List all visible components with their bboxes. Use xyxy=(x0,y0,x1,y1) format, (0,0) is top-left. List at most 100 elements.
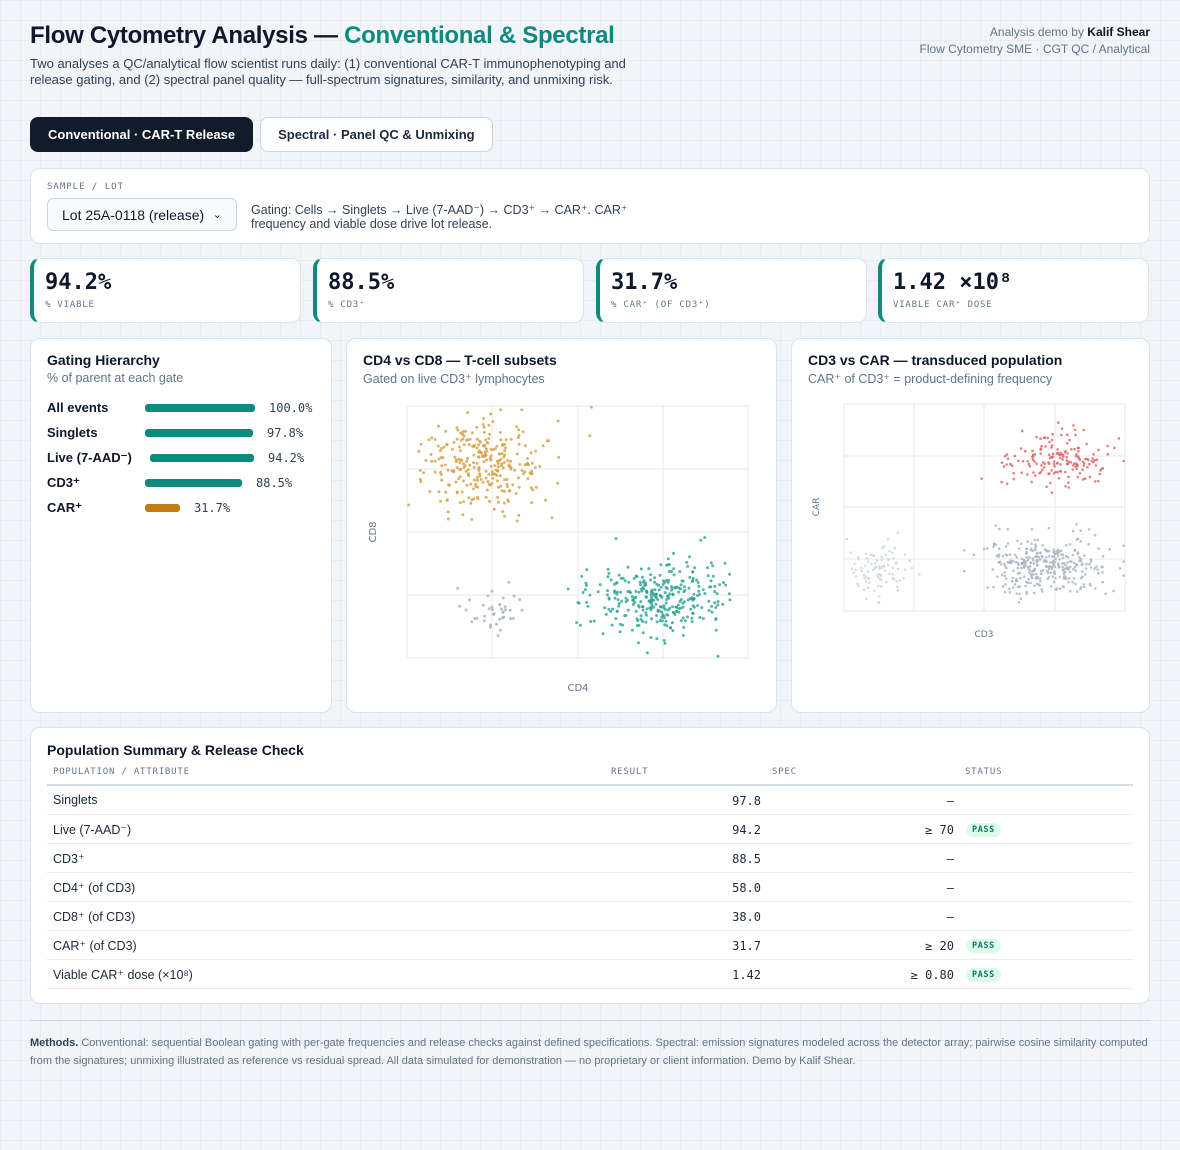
data-point xyxy=(614,617,618,621)
data-point xyxy=(609,610,613,613)
data-point xyxy=(1003,571,1006,574)
data-point xyxy=(433,438,437,441)
data-point xyxy=(1061,585,1065,588)
data-point xyxy=(1056,562,1060,565)
data-point xyxy=(678,570,682,574)
data-point xyxy=(862,573,866,577)
data-point xyxy=(1043,462,1046,466)
data-point xyxy=(419,480,423,484)
tab-spectral[interactable]: Spectral · Panel QC & Unmixing xyxy=(260,117,493,152)
data-point xyxy=(538,465,542,468)
data-point xyxy=(489,412,493,416)
data-point xyxy=(1002,465,1006,468)
data-point xyxy=(728,598,732,602)
data-point xyxy=(1054,577,1057,580)
gate-row: CAR⁺ 31.7% xyxy=(47,500,317,516)
data-point xyxy=(498,474,502,478)
data-point xyxy=(707,599,711,603)
summary-title: Population Summary & Release Check xyxy=(47,742,304,758)
table-row: CD3⁺ 88.5 — xyxy=(47,844,1133,873)
data-point xyxy=(633,596,637,600)
data-point xyxy=(645,651,649,655)
data-point xyxy=(896,585,899,589)
data-point xyxy=(1031,549,1035,553)
data-point xyxy=(1106,444,1109,448)
data-point xyxy=(655,582,659,586)
data-point xyxy=(479,440,482,444)
data-point xyxy=(703,536,707,539)
data-point xyxy=(644,581,648,585)
methods-text: Conventional: sequential Boolean gating … xyxy=(30,1037,1148,1067)
data-point xyxy=(1036,538,1040,542)
data-point xyxy=(442,445,446,449)
data-point xyxy=(500,452,504,456)
data-point xyxy=(501,443,504,447)
data-point xyxy=(489,464,493,468)
data-point xyxy=(850,567,854,571)
data-point xyxy=(497,485,500,489)
data-point xyxy=(523,444,527,448)
data-point xyxy=(886,538,890,541)
data-point xyxy=(1073,447,1076,451)
data-point xyxy=(1053,572,1056,575)
data-point xyxy=(1020,562,1024,566)
data-point xyxy=(479,451,483,455)
data-point xyxy=(1097,547,1100,550)
data-point xyxy=(1055,587,1059,590)
data-point xyxy=(606,575,610,579)
population-name: CD4⁺ (of CD3) xyxy=(53,881,136,895)
data-point xyxy=(491,608,495,612)
y-axis-label: CAR xyxy=(812,498,822,517)
data-point xyxy=(498,431,502,434)
data-point xyxy=(1029,581,1032,585)
data-point xyxy=(503,489,506,493)
data-point xyxy=(1035,552,1039,555)
data-point xyxy=(882,564,886,568)
tab-conventional[interactable]: Conventional · CAR-T Release xyxy=(30,117,254,152)
data-point xyxy=(880,585,883,588)
data-point xyxy=(441,456,445,459)
data-point xyxy=(455,426,459,430)
data-point xyxy=(1018,585,1022,588)
data-point xyxy=(1096,479,1100,483)
lot-select[interactable]: Lot 25A-0118 (release) ⌄ xyxy=(47,198,237,231)
data-point xyxy=(896,531,899,534)
data-point xyxy=(639,567,643,571)
data-point xyxy=(891,573,894,576)
data-point xyxy=(1016,561,1020,565)
data-point xyxy=(499,408,503,412)
data-point xyxy=(1069,589,1072,593)
cd4-cd8-panel: CD4 vs CD8 — T-cell subsets Gated on liv… xyxy=(346,338,777,713)
data-point xyxy=(679,583,683,587)
data-point xyxy=(1015,556,1018,559)
data-point xyxy=(1059,549,1063,552)
data-point xyxy=(652,605,656,609)
data-point xyxy=(1085,562,1088,566)
data-point xyxy=(1059,469,1062,473)
data-point xyxy=(1084,573,1087,576)
data-point xyxy=(470,431,474,435)
data-point xyxy=(639,617,643,621)
data-point xyxy=(1072,561,1076,565)
data-point xyxy=(1025,552,1028,555)
data-point xyxy=(696,604,700,608)
page-subtitle: Two analyses a QC/analytical flow scient… xyxy=(30,56,626,87)
data-point xyxy=(1000,461,1004,464)
data-point xyxy=(857,584,860,588)
data-point xyxy=(418,468,422,472)
data-point xyxy=(1079,557,1083,561)
data-point xyxy=(645,607,649,611)
data-point xyxy=(518,598,522,601)
data-point xyxy=(1040,444,1043,448)
data-point xyxy=(1060,433,1063,437)
result-value: 38.0 xyxy=(732,910,761,924)
data-point xyxy=(677,590,681,594)
data-point xyxy=(1063,567,1066,570)
data-point xyxy=(511,483,515,487)
gate-bar xyxy=(150,454,254,462)
data-point xyxy=(653,588,657,592)
data-point xyxy=(854,568,858,572)
data-point xyxy=(492,612,496,616)
data-point xyxy=(1056,552,1059,556)
data-point xyxy=(655,637,659,641)
